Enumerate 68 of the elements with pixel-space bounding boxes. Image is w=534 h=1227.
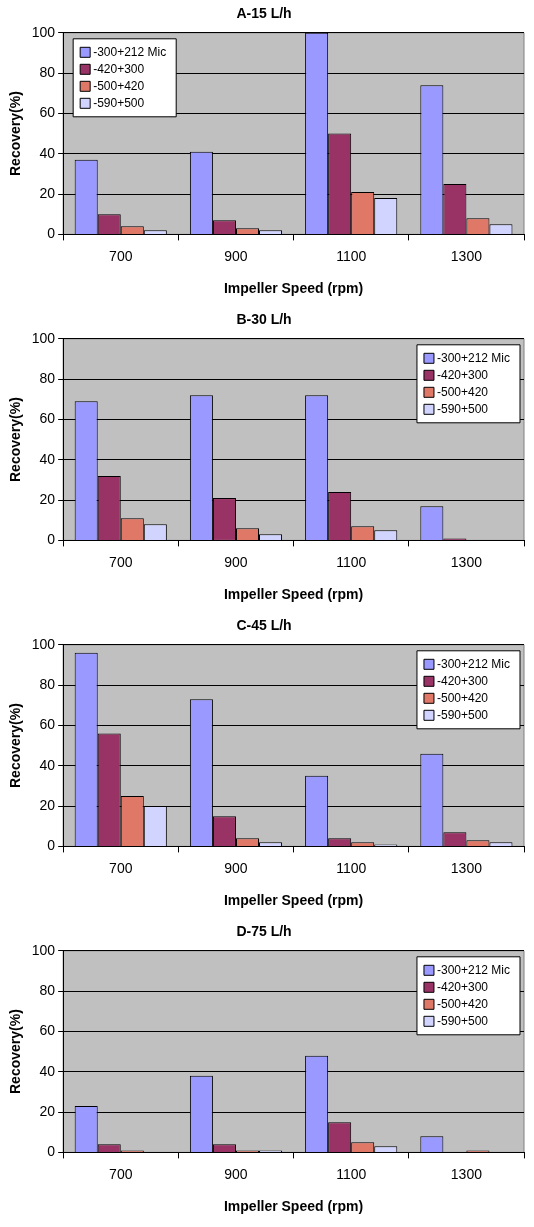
legend-label: -420+300 bbox=[436, 673, 489, 688]
chart-title: B-30 L/h bbox=[236, 311, 292, 328]
x-tick-label: 1100 bbox=[336, 553, 367, 570]
x-tick-label: 1100 bbox=[336, 247, 367, 264]
y-tick-label: 100 bbox=[31, 941, 56, 958]
y-axis-title: Recovery(%) bbox=[7, 91, 24, 177]
y-tick-label: 0 bbox=[47, 531, 56, 548]
y-axis-title: Recovery(%) bbox=[7, 1009, 24, 1095]
legend-label: -590+500 bbox=[93, 95, 145, 110]
y-tick-label: 20 bbox=[39, 184, 56, 201]
legend-label: -300+212 Mic bbox=[93, 44, 167, 59]
y-tick-label: 60 bbox=[39, 104, 56, 121]
chart-title: A-15 L/h bbox=[236, 5, 292, 22]
chart-title: C-45 L/h bbox=[236, 617, 292, 634]
y-tick-label: 80 bbox=[39, 369, 56, 386]
y-tick-label: 40 bbox=[39, 1062, 56, 1079]
y-tick-label: 0 bbox=[47, 837, 56, 854]
y-tick-label: 100 bbox=[31, 329, 56, 346]
legend-label: -500+420 bbox=[93, 78, 145, 93]
y-tick-label: 100 bbox=[31, 23, 56, 40]
legend-label: -420+300 bbox=[436, 367, 489, 382]
legend-label: -590+500 bbox=[436, 1013, 489, 1028]
y-tick-label: 40 bbox=[39, 756, 56, 773]
x-tick-label: 1300 bbox=[450, 859, 483, 876]
x-tick-label: 700 bbox=[109, 247, 133, 264]
y-tick-label: 40 bbox=[39, 450, 56, 467]
x-tick-label: 700 bbox=[109, 859, 133, 876]
y-tick-label: 60 bbox=[39, 1022, 56, 1039]
legend-label: -500+420 bbox=[436, 690, 489, 705]
x-axis-title: Impeller Speed (rpm) bbox=[223, 586, 364, 603]
y-axis-title: Recovery(%) bbox=[7, 397, 24, 483]
x-tick-label: 1100 bbox=[336, 859, 367, 876]
x-axis-title: Impeller Speed (rpm) bbox=[223, 1198, 364, 1215]
legend-label: -420+300 bbox=[93, 61, 145, 76]
y-tick-label: 60 bbox=[39, 716, 56, 733]
y-tick-label: 0 bbox=[47, 1143, 56, 1160]
legend-label: -300+212 Mic bbox=[436, 962, 510, 977]
x-axis-title: Impeller Speed (rpm) bbox=[223, 280, 364, 297]
y-tick-label: 40 bbox=[39, 144, 56, 161]
y-tick-label: 100 bbox=[31, 635, 56, 652]
x-tick-label: 1300 bbox=[450, 1165, 483, 1182]
x-tick-label: 1100 bbox=[336, 1165, 367, 1182]
legend-label: -590+500 bbox=[436, 707, 489, 722]
y-tick-label: 20 bbox=[39, 796, 56, 813]
x-tick-label: 1300 bbox=[450, 553, 483, 570]
x-axis-title: Impeller Speed (rpm) bbox=[223, 892, 364, 909]
x-tick-label: 700 bbox=[109, 553, 133, 570]
x-tick-label: 900 bbox=[224, 247, 248, 264]
x-tick-label: 1300 bbox=[450, 247, 483, 264]
legend-label: -590+500 bbox=[436, 401, 489, 416]
y-tick-label: 0 bbox=[47, 225, 56, 242]
y-tick-label: 20 bbox=[39, 490, 56, 507]
y-tick-label: 80 bbox=[39, 675, 56, 692]
legend-label: -420+300 bbox=[436, 979, 489, 994]
x-tick-label: 700 bbox=[109, 1165, 133, 1182]
legend-label: -500+420 bbox=[436, 384, 489, 399]
legend-label: -500+420 bbox=[436, 996, 489, 1011]
y-tick-label: 80 bbox=[39, 981, 56, 998]
y-tick-label: 80 bbox=[39, 63, 56, 80]
legend-label: -300+212 Mic bbox=[436, 656, 510, 671]
y-tick-label: 20 bbox=[39, 1102, 56, 1119]
x-tick-label: 900 bbox=[224, 859, 248, 876]
legend-label: -300+212 Mic bbox=[436, 350, 510, 365]
y-axis-title: Recovery(%) bbox=[7, 703, 24, 789]
x-tick-label: 900 bbox=[224, 1165, 248, 1182]
chart-title: D-75 L/h bbox=[236, 923, 292, 940]
y-tick-label: 60 bbox=[39, 410, 56, 427]
x-tick-label: 900 bbox=[224, 553, 248, 570]
